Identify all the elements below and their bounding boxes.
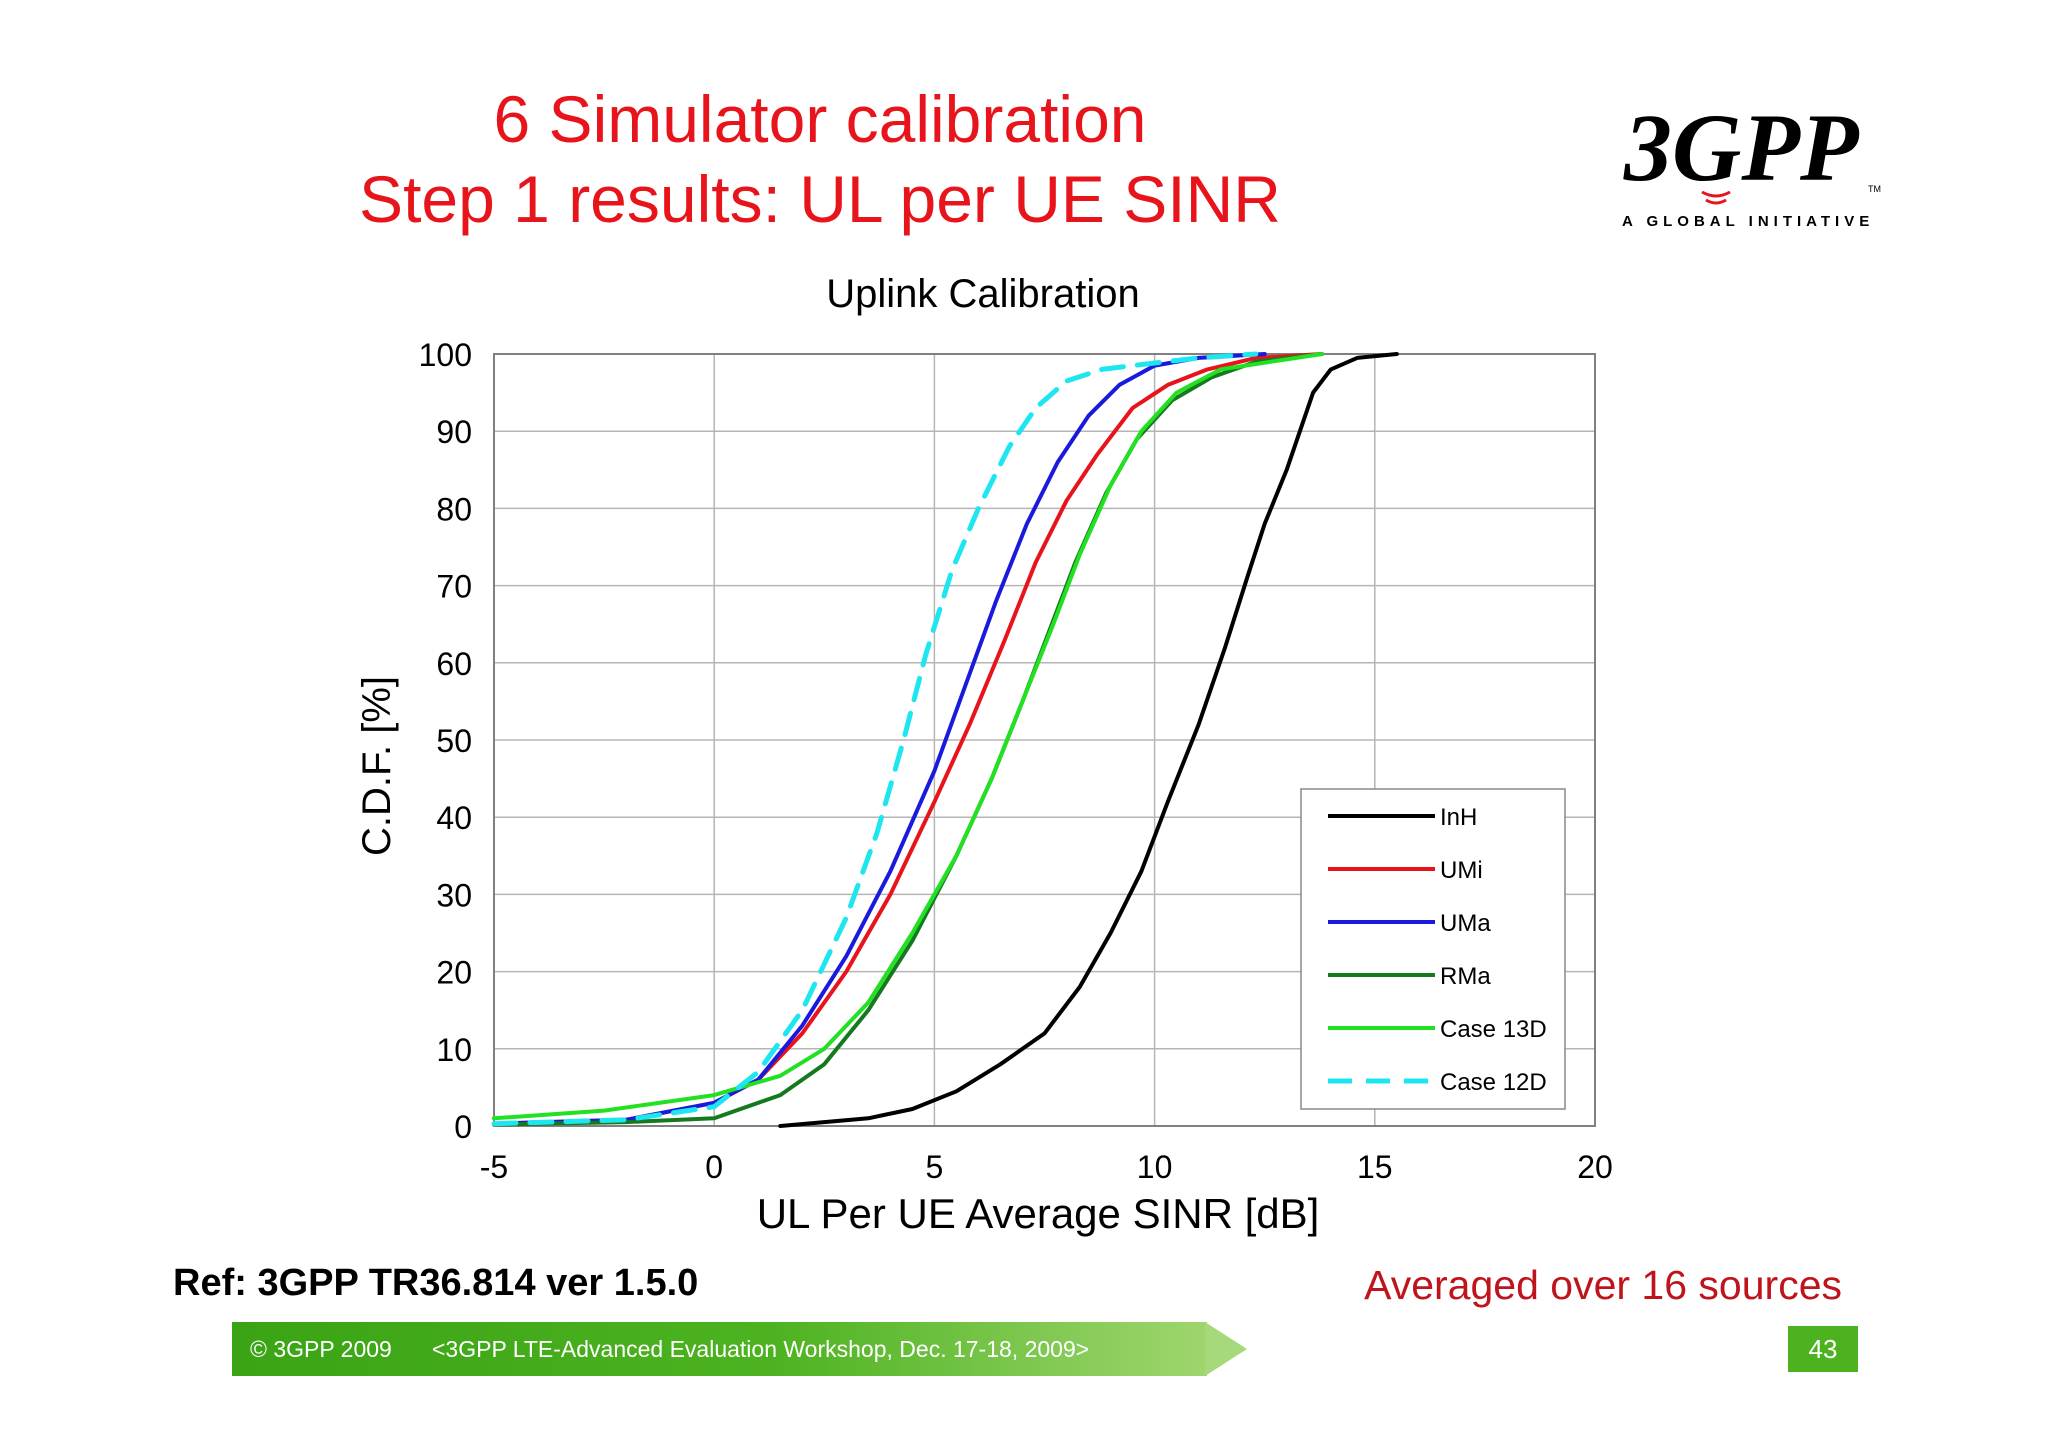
- legend-label: Case 13D: [1440, 1016, 1547, 1043]
- reference-text: Ref: 3GPP TR36.814 ver 1.5.0: [173, 1262, 699, 1304]
- logo-wordmark: 3GPP: [1623, 94, 1860, 201]
- y-axis-label: C.D.F. [%]: [355, 676, 399, 856]
- chart-series: [491, 351, 1399, 1128]
- legend-label: RMa: [1440, 963, 1491, 990]
- series-line-umi: [492, 352, 1324, 1126]
- series-line-uma: [492, 352, 1267, 1126]
- footer-event: <3GPP LTE-Advanced Evaluation Workshop, …: [432, 1336, 1090, 1362]
- x-tick-label: 10: [1137, 1149, 1173, 1185]
- y-tick-label: 20: [436, 955, 472, 991]
- x-axis-label: UL Per UE Average SINR [dB]: [757, 1190, 1320, 1237]
- chart-legend: InH UMi UMa RMa Case 13D Case 12D: [1300, 788, 1566, 1110]
- slide-title-line2: Step 1 results: UL per UE SINR: [359, 162, 1281, 236]
- y-tick-label: 100: [419, 337, 472, 373]
- y-tick-label: 70: [436, 569, 472, 605]
- legend-label: UMi: [1440, 857, 1483, 884]
- x-tick-label: 15: [1357, 1149, 1393, 1185]
- legend-box: [1300, 788, 1566, 1110]
- footer-banner: © 3GPP 2009 <3GPP LTE-Advanced Evaluatio…: [232, 1322, 1247, 1376]
- logo-tm: TM: [1868, 184, 1881, 194]
- uplink-calibration-chart: Uplink Calibration 010203040506070809010…: [355, 272, 1613, 1237]
- slide-title-line1: 6 Simulator calibration: [493, 82, 1147, 156]
- series-line-case-12d: [491, 351, 1259, 1127]
- logo-tagline: A GLOBAL INITIATIVE: [1622, 213, 1874, 230]
- x-tick-label: 0: [705, 1149, 723, 1185]
- x-tick-label: 5: [926, 1149, 944, 1185]
- series-line-inh: [778, 352, 1399, 1128]
- page-number: 43: [1788, 1326, 1858, 1372]
- y-tick-label: 0: [454, 1109, 472, 1145]
- y-tick-label: 90: [436, 414, 472, 450]
- 3gpp-logo: 3GPP TM A GLOBAL INITIATIVE: [1622, 94, 1881, 230]
- y-tick-label: 80: [436, 491, 472, 527]
- series-line-case-13d: [492, 352, 1324, 1121]
- averaging-note: Averaged over 16 sources: [1364, 1262, 1842, 1308]
- y-tick-label: 30: [436, 877, 472, 913]
- plot-area-border: [493, 353, 1596, 1127]
- y-tick-label: 60: [436, 646, 472, 682]
- legend-label: UMa: [1440, 910, 1491, 937]
- legend-label: InH: [1440, 804, 1477, 831]
- x-tick-label: 20: [1577, 1149, 1613, 1185]
- footer-arrow: [1205, 1322, 1247, 1376]
- y-tick-label: 50: [436, 723, 472, 759]
- y-tick-label: 10: [436, 1032, 472, 1068]
- chart-title: Uplink Calibration: [826, 272, 1139, 316]
- footer-copyright: © 3GPP 2009: [250, 1336, 392, 1362]
- legend-label: Case 12D: [1440, 1069, 1547, 1096]
- x-tick-label: -5: [480, 1149, 508, 1185]
- footer-bar: [232, 1322, 1207, 1376]
- logo-signal-mark: [1701, 190, 1731, 205]
- y-tick-label: 40: [436, 800, 472, 836]
